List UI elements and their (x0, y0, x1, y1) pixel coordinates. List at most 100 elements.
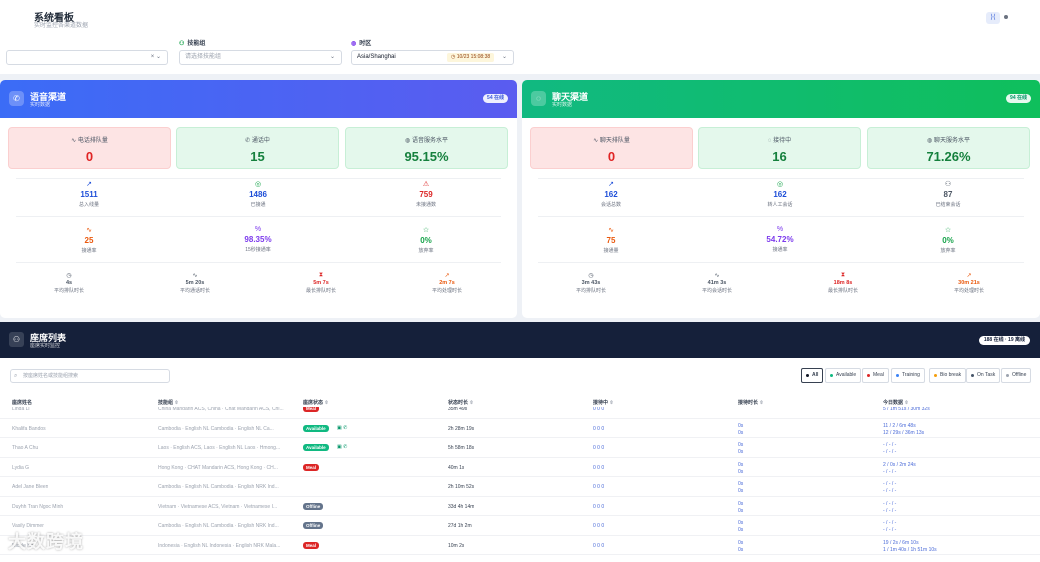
chat-bubble-icon: ◌ (531, 91, 546, 106)
time-chat-avg-queue: ◷ 3m 43s 平均排队时长 (531, 272, 651, 294)
today-phone-data: 19 / 2s / 6m 10s (883, 539, 919, 546)
sort-icon[interactable]: ⇳ (323, 400, 329, 406)
skill-group-select[interactable]: 请选择技能组 ⌄ (179, 50, 342, 65)
table-row[interactable]: Nicole Ho Indonesia · English NL Indonesi… (0, 536, 1040, 555)
handle-time-phone: 0s (738, 461, 744, 468)
globe-icon: ◍ (405, 138, 411, 144)
status-duration: 35m 49s (448, 407, 468, 412)
sort-icon[interactable]: ⇳ (608, 400, 614, 406)
percent-icon: % (254, 226, 262, 233)
table-row[interactable]: Linda Li China Mandarin ACS, China · Chat… (0, 407, 1040, 419)
page-subtitle: 实时监控各渠道数据 (34, 23, 89, 29)
sort-icon[interactable]: ⇳ (758, 400, 764, 406)
chat-bubble-icon: ◌ (767, 138, 772, 144)
search-icon: ⌕ (14, 373, 18, 379)
chevron-down-icon: ⌄ (501, 54, 507, 60)
timezone-select[interactable]: Asia/Shanghai ◷ 10/23 15:08:38 ⌄ (351, 50, 514, 65)
clear-chevron-icon[interactable]: × ⌄ (150, 54, 161, 60)
column-header[interactable]: 技能组 ⇳ (158, 400, 179, 406)
users-icon: ⚇ (179, 41, 185, 47)
stat-card-service-level: ◍ 语音服务水平 95.15% (345, 127, 508, 169)
today-chat-data: 12 / 29s / 36m 13s (883, 429, 925, 436)
clock-badge: ◷ 10/23 15:08:38 (447, 53, 495, 62)
column-header[interactable]: 座席姓名 (12, 400, 33, 406)
column-header[interactable]: 今日数据 ⇳ (883, 400, 909, 406)
time-avg-handle: ↗ 2m 7s 平均处理时长 (387, 272, 507, 294)
stat-card-queue: ∿ 电话排队量 0 (8, 127, 171, 169)
trend-up-icon: ↗ (608, 181, 614, 188)
collapse-icon[interactable]: ⟩⟨ (986, 12, 1000, 24)
skill-group-label: ⚇ 技能组 (179, 41, 206, 47)
column-header[interactable]: 状态时长 ⇳ (448, 400, 474, 406)
filter-all[interactable]: All (801, 368, 824, 383)
globe-icon: ◍ (927, 138, 933, 144)
online-badge: 54 在线 (483, 94, 508, 103)
status-duration: 27d 1h 2m (448, 523, 472, 529)
filter-training[interactable]: Training (891, 368, 925, 383)
status-pill: Offline (303, 502, 324, 510)
pulse-icon: ∿ (71, 138, 77, 144)
stat-card-chat-service-level: ◍ 聊天服务水平 71.26% (867, 127, 1030, 169)
today-phone-data: - / - / - (883, 442, 897, 448)
filter-bio-break[interactable]: Bio break (929, 368, 967, 383)
status-dot-icon (1004, 15, 1008, 19)
table-row[interactable]: Khalifa Bandos Cambodia · English NL Camb… (0, 419, 1040, 438)
divider (16, 216, 501, 217)
online-badge: 94 在线 (1006, 94, 1031, 103)
status-pill: Available (303, 444, 329, 451)
column-header[interactable]: 接待时长 ⇳ (738, 400, 764, 406)
filter-on-task[interactable]: On Task (966, 368, 1001, 383)
table-row[interactable]: Vasily Dimmer Cambodia · English NL Cambo… (0, 516, 1040, 536)
seat-table-body: Linda Li China Mandarin ACS, China · Chat… (0, 407, 1040, 562)
time-avg-queue: ◷ 4s 平均排队时长 (9, 272, 129, 294)
status-duration: 40m 1s (448, 464, 465, 471)
handling-count: 0 0 0 (593, 503, 605, 510)
table-row[interactable]: Lydia G Hong Kong · CHAT Mandarin ACS, Ho… (0, 458, 1040, 477)
sort-icon[interactable]: ⇳ (468, 400, 474, 406)
metric-chat-abandon: ☆ 0% 放弃率 (888, 226, 1008, 254)
warning-icon: ⚠ (422, 181, 430, 188)
table-row[interactable]: Thao A Chu Laos · English ACS, Laos · Eng… (0, 438, 1040, 458)
hourglass-icon: ⧗ (840, 272, 846, 278)
seat-name: Vasily Dimmer (12, 523, 44, 529)
pulse-icon: ∿ (192, 273, 198, 279)
handling-count: 0 0 0 (593, 407, 605, 412)
sort-icon[interactable]: ⇳ (903, 400, 909, 406)
status-dot-icon (830, 374, 833, 377)
column-header[interactable]: 接待中 ⇳ (593, 400, 614, 406)
metric-abandon: ☆ 0% 放弃率 (366, 226, 486, 254)
status-duration: 33d 4h 14m (448, 503, 475, 510)
seat-search-input[interactable]: ⌕ 按座席姓名或技能组搜索 (10, 369, 170, 383)
target-icon: ◎ (254, 181, 262, 188)
trend-icon: ↗ (966, 273, 972, 279)
voice-panel-subtitle: 实时数据 (30, 102, 51, 108)
status-pill: Offline (303, 522, 324, 529)
filter-offline[interactable]: Offline (1001, 368, 1032, 383)
status-dot-icon (867, 374, 870, 377)
seat-skills: Cambodia · English NL Cambodia · English… (158, 523, 279, 529)
seat-skills: Hong Kong · CHAT Mandarin ACS, Hong Kong… (158, 464, 278, 471)
sort-icon[interactable]: ⇳ (173, 400, 179, 406)
filter-select-1[interactable]: × ⌄ (6, 50, 168, 65)
filter-meal[interactable]: Meal (862, 368, 889, 383)
time-chat-avg-talk: ∿ 41m 3s 平均会话时长 (657, 272, 777, 294)
filter-available[interactable]: Available (825, 368, 862, 383)
today-phone-data: - / - / - (883, 481, 897, 487)
status-pill: Available (303, 424, 329, 432)
column-header[interactable]: 座席状态 ⇳ (303, 400, 329, 406)
seat-skills: Laos · English ACS, Laos · English NL La… (158, 445, 281, 451)
star-icon: ☆ (422, 227, 430, 234)
trend-up-icon: ↗ (86, 181, 92, 188)
channel-icons: ▣ ✆ (337, 424, 348, 431)
seats-title: 座席列表 (30, 333, 67, 343)
status-duration: 2h 10m 52s (448, 484, 475, 490)
seat-name: Linda Li (12, 407, 30, 412)
handle-time-chat: 0s (738, 546, 744, 553)
metric-total: ↗ 1511 总入线量 (29, 180, 149, 208)
seat-name: Duyhh Tran Ngoc Minh (12, 503, 64, 510)
stat-card-chat-serving: ◌ 接待中 16 (698, 127, 861, 169)
handle-time-phone: 0s (738, 539, 744, 546)
handling-count: 0 0 0 (593, 445, 605, 451)
table-row[interactable]: Duyhh Tran Ngoc Minh Vietnam · Vietnamese… (0, 497, 1040, 516)
table-row[interactable]: Adel Jane Bleen Cambodia · English NL Cam… (0, 477, 1040, 497)
